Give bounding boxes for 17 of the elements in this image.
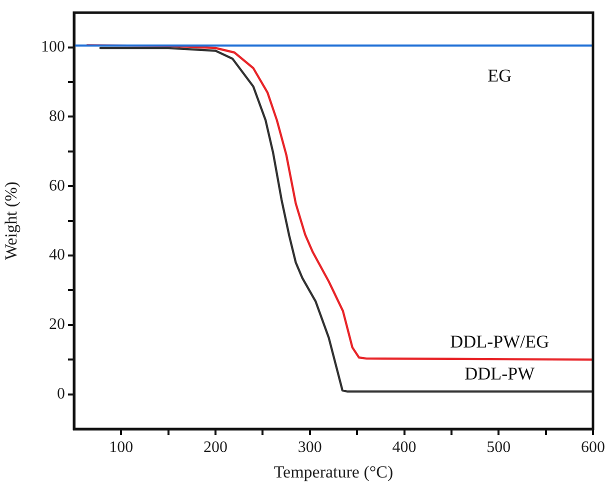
series-label: EG [488, 65, 512, 86]
x-tick-label: 600 [581, 438, 605, 456]
y-tick-label: 100 [41, 38, 65, 56]
series-label: DDL-PW [464, 363, 535, 384]
x-axis-title: Temperature (°C) [274, 462, 394, 482]
x-tick-label: 300 [298, 438, 322, 456]
x-tick-label: 500 [486, 438, 511, 456]
y-tick-label: 80 [49, 108, 65, 125]
y-tick-label: 20 [49, 316, 65, 334]
x-tick-label: 400 [392, 438, 416, 456]
y-tick-label: 40 [49, 246, 65, 264]
series-label: DDL-PW/EG [450, 331, 550, 352]
x-tick-label: 200 [204, 438, 228, 456]
y-tick-label: 0 [57, 386, 65, 403]
y-axis-title: Weight (%) [2, 182, 21, 260]
x-tick-label: 100 [109, 438, 134, 456]
y-tick-label: 60 [49, 177, 65, 194]
